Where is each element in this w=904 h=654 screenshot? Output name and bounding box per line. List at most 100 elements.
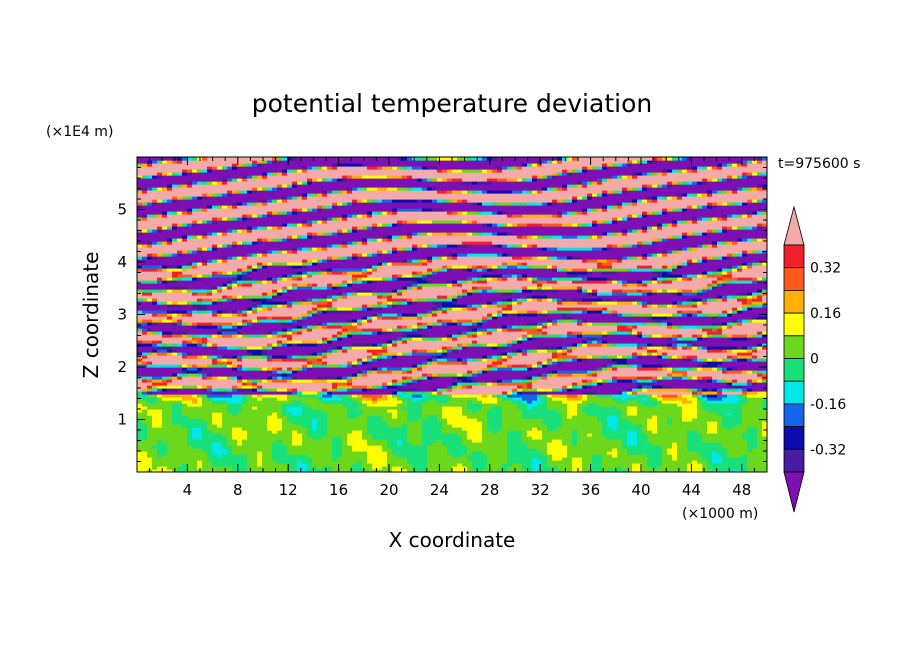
heatmap-cell (657, 403, 663, 407)
heatmap-cell (547, 391, 553, 395)
heatmap-cell (272, 364, 278, 368)
heatmap-cell (537, 409, 543, 413)
heatmap-cell (387, 442, 393, 446)
heatmap-cell (587, 388, 593, 392)
heatmap-cell (332, 391, 338, 395)
heatmap-cell (207, 430, 213, 434)
heatmap-cell (632, 385, 638, 389)
heatmap-cell (407, 424, 413, 428)
heatmap-cell (722, 376, 728, 380)
heatmap-cell (362, 403, 368, 407)
heatmap-cell (742, 439, 748, 443)
heatmap-cell (577, 418, 583, 422)
heatmap-cell (152, 466, 158, 470)
heatmap-cell (287, 466, 293, 470)
heatmap-cell (542, 415, 548, 419)
heatmap-cell (357, 448, 363, 452)
heatmap-cell (242, 409, 248, 413)
heatmap-cell (307, 454, 313, 458)
heatmap-cell (582, 439, 588, 443)
heatmap-cell (407, 421, 413, 425)
heatmap-cell (622, 433, 628, 437)
heatmap-cell (707, 448, 713, 452)
heatmap-cell (297, 439, 303, 443)
heatmap-cell (477, 415, 483, 419)
heatmap-cell (662, 412, 668, 416)
heatmap-cell (697, 460, 703, 464)
heatmap-cell (197, 457, 203, 461)
heatmap-cell (582, 454, 588, 458)
heatmap-cell (442, 400, 448, 404)
heatmap-cell (397, 418, 403, 422)
heatmap-cell (332, 400, 338, 404)
heatmap-cell (442, 421, 448, 425)
heatmap-cell (527, 409, 533, 413)
heatmap-cell (707, 439, 713, 443)
heatmap-cell (357, 394, 363, 398)
heatmap-cell (642, 463, 648, 467)
heatmap-cell (687, 373, 693, 377)
heatmap-cell (232, 445, 238, 449)
heatmap-cell (342, 439, 348, 443)
heatmap-cell (337, 436, 343, 440)
heatmap-cell (422, 460, 428, 464)
heatmap-cell (202, 436, 208, 440)
heatmap-cell (467, 421, 473, 425)
heatmap-cell (642, 370, 648, 374)
heatmap-cell (352, 391, 358, 395)
heatmap-cell (417, 466, 423, 470)
heatmap-cell (482, 439, 488, 443)
heatmap-cell (237, 403, 243, 407)
heatmap-cell (157, 418, 163, 422)
heatmap-cell (612, 436, 618, 440)
heatmap-cell (142, 388, 148, 392)
heatmap-cell (342, 400, 348, 404)
heatmap-cell (247, 442, 253, 446)
heatmap-cell (192, 424, 198, 428)
heatmap-cell (237, 445, 243, 449)
heatmap-cell (297, 379, 303, 383)
heatmap-cell (592, 385, 598, 389)
heatmap-cell (317, 367, 323, 371)
heatmap-cell (287, 451, 293, 455)
heatmap-cell (492, 460, 498, 464)
heatmap-cell (247, 418, 253, 422)
heatmap-cell (327, 394, 333, 398)
heatmap-cell (322, 445, 328, 449)
heatmap-cell (337, 373, 343, 377)
heatmap-cell (312, 457, 318, 461)
heatmap-cell (577, 370, 583, 374)
heatmap-cell (707, 415, 713, 419)
heatmap-cell (552, 409, 558, 413)
heatmap-cell (507, 451, 513, 455)
heatmap-cell (192, 415, 198, 419)
heatmap-cell (272, 400, 278, 404)
heatmap-cell (622, 427, 628, 431)
heatmap-cell (602, 433, 608, 437)
heatmap-cell (182, 445, 188, 449)
heatmap-cell (672, 385, 678, 389)
heatmap-cell (462, 448, 468, 452)
heatmap-cell (722, 415, 728, 419)
heatmap-cell (302, 403, 308, 407)
heatmap-cell (317, 421, 323, 425)
heatmap-cell (667, 424, 673, 428)
heatmap-cell (642, 388, 648, 392)
heatmap-cell (297, 418, 303, 422)
heatmap-cell (302, 445, 308, 449)
heatmap-cell (492, 427, 498, 431)
heatmap-cell (547, 430, 553, 434)
heatmap-cell (197, 463, 203, 467)
heatmap-cell (657, 412, 663, 416)
heatmap-cell (757, 445, 763, 449)
heatmap-cell (662, 457, 668, 461)
heatmap-cell (287, 370, 293, 374)
heatmap-cell (662, 448, 668, 452)
heatmap-cell (567, 433, 573, 437)
heatmap-cell (222, 466, 228, 470)
heatmap-cell (497, 400, 503, 404)
heatmap-cell (227, 418, 233, 422)
heatmap-cell (367, 421, 373, 425)
heatmap-cell (392, 397, 398, 401)
heatmap-cell (202, 421, 208, 425)
